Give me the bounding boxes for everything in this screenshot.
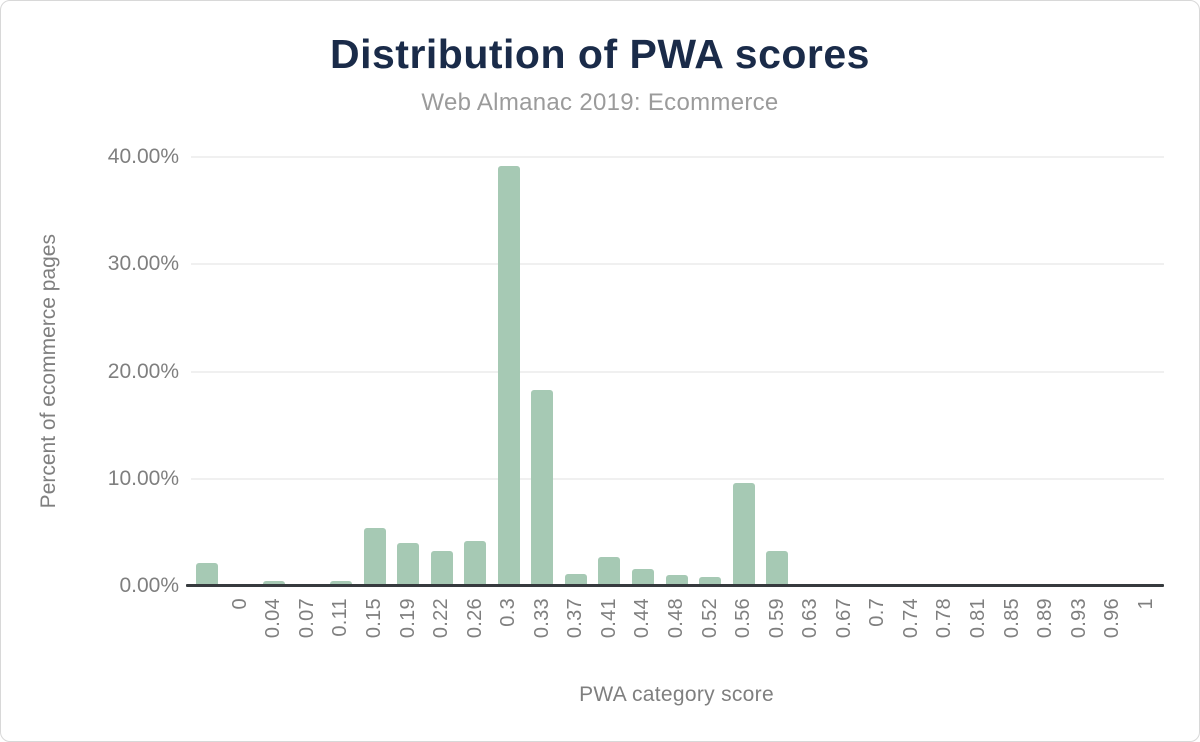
x-tick-label: 0.67: [832, 598, 855, 639]
bar-0.15: [363, 528, 386, 586]
x-tick-slot: 0.3: [492, 598, 526, 662]
x-tick-slot: 0.89: [1029, 598, 1063, 662]
x-tick-slot: 1: [1129, 598, 1163, 662]
bar-unlabeled: [195, 563, 218, 586]
x-tick-slot: 0.33: [526, 598, 560, 662]
gridline: [191, 156, 1164, 158]
x-tick-label: 0: [228, 598, 251, 610]
bar-0.04: [262, 580, 285, 586]
x-tick-slot: 0.52: [693, 598, 727, 662]
x-tick-slot: 0.22: [425, 598, 459, 662]
gridline: [191, 370, 1164, 373]
y-tick-label: 10.00%: [107, 466, 179, 490]
x-tick-slot: 0.41: [593, 598, 627, 662]
x-tick-label: 0.15: [363, 598, 386, 639]
x-tick-slot: 0.56: [727, 598, 761, 662]
gridline: [191, 263, 1164, 266]
x-axis-tick-labels: 0 0.04 0.07 0.11 0.15 0.19 0.22 0.26 0.3 0.33 0.37…: [190, 598, 1163, 662]
x-tick-label: 0.22: [430, 598, 453, 639]
x-tick-slot: 0.81: [962, 598, 996, 662]
bar-0.11: [329, 580, 352, 586]
chart-title: Distribution of PWA scores: [330, 31, 870, 77]
x-tick-slot: 0.85: [995, 598, 1029, 662]
x-tick-label: 0.85: [1000, 598, 1023, 639]
chart-subtitle: Web Almanac 2019: Ecommerce: [421, 89, 779, 116]
y-axis-title-wrap: Percent of ecommerce pages: [35, 157, 63, 586]
bar-0.33: [531, 389, 554, 586]
x-tick-label: 0.52: [698, 598, 721, 639]
x-tick-slot: 0.63: [794, 598, 828, 662]
bar-0.37: [564, 574, 587, 586]
y-axis-tick-labels: 0.00% 10.00% 20.00% 30.00% 40.00%: [1, 146, 179, 597]
x-tick-label: 0.63: [799, 598, 822, 639]
x-tick-slot: 0.19: [391, 598, 425, 662]
x-tick-label: 0.78: [933, 598, 956, 639]
x-tick-slot: 0.07: [291, 598, 325, 662]
y-tick-label: 20.00%: [107, 359, 179, 383]
bar-0.22: [430, 550, 453, 586]
x-tick-slot: 0.93: [1062, 598, 1096, 662]
x-tick-label: 0.11: [329, 598, 352, 637]
x-tick-slot: 0.44: [626, 598, 660, 662]
x-tick-slot: 0.59: [760, 598, 794, 662]
x-tick-slot: 0.96: [1096, 598, 1130, 662]
bar-0.56: [732, 483, 755, 586]
x-tick-label: 0.48: [664, 598, 687, 639]
x-tick-label: 0.33: [530, 598, 553, 639]
gridline: [191, 477, 1164, 480]
bar-0.44: [631, 568, 654, 586]
bar-0.26: [464, 540, 487, 586]
x-tick-label: 0.07: [295, 598, 318, 639]
bar-0.41: [598, 557, 621, 586]
x-tick-label: 0.37: [564, 598, 587, 639]
x-tick-label: 1: [1134, 598, 1157, 610]
bar-0.19: [397, 543, 420, 586]
x-tick-label: 0.44: [631, 598, 654, 639]
x-tick-slot: 0.7: [861, 598, 895, 662]
bar-0.52: [699, 577, 722, 586]
x-tick-label: 0.19: [396, 598, 419, 639]
x-tick-slot: 0.37: [559, 598, 593, 662]
x-tick-slot: 0: [224, 598, 258, 662]
x-tick-slot: 0.67: [827, 598, 861, 662]
x-tick-label: 0.26: [463, 598, 486, 639]
x-tick-slot: 0.48: [660, 598, 694, 662]
x-tick-slot: 0.11: [324, 598, 358, 662]
x-tick-slot: 0.78: [928, 598, 962, 662]
x-tick-label: 0.56: [732, 598, 755, 639]
y-tick-label: 40.00%: [107, 145, 179, 168]
x-tick-label: 0.7: [866, 598, 889, 627]
bar-0.48: [665, 575, 688, 586]
y-axis-title: Percent of ecommerce pages: [37, 234, 60, 509]
x-tick-label: 0.89: [1034, 598, 1057, 639]
x-tick-slot: 0.74: [895, 598, 929, 662]
x-tick-label: 0.96: [1101, 598, 1124, 639]
x-tick-label: 0.04: [262, 598, 285, 639]
x-tick-label: 0.3: [497, 598, 520, 627]
x-tick-label: 0.41: [597, 598, 620, 639]
x-tick-slot: 0.26: [458, 598, 492, 662]
x-axis-line: [186, 584, 1164, 587]
bar-0.3: [497, 165, 520, 586]
bar-0.59: [766, 550, 789, 586]
x-tick-label: 0.74: [899, 598, 922, 639]
x-tick-label: 0.81: [966, 598, 989, 639]
x-tick-label: 0.59: [765, 598, 788, 639]
plot-area: [186, 156, 1164, 587]
x-axis-title: PWA category score: [579, 683, 774, 706]
y-tick-label: 0.00%: [119, 574, 179, 597]
x-tick-slot: 0.04: [257, 598, 291, 662]
y-tick-label: 30.00%: [107, 252, 179, 276]
x-tick-slot: 0.15: [358, 598, 392, 662]
x-tick-label: 0.93: [1067, 598, 1090, 639]
